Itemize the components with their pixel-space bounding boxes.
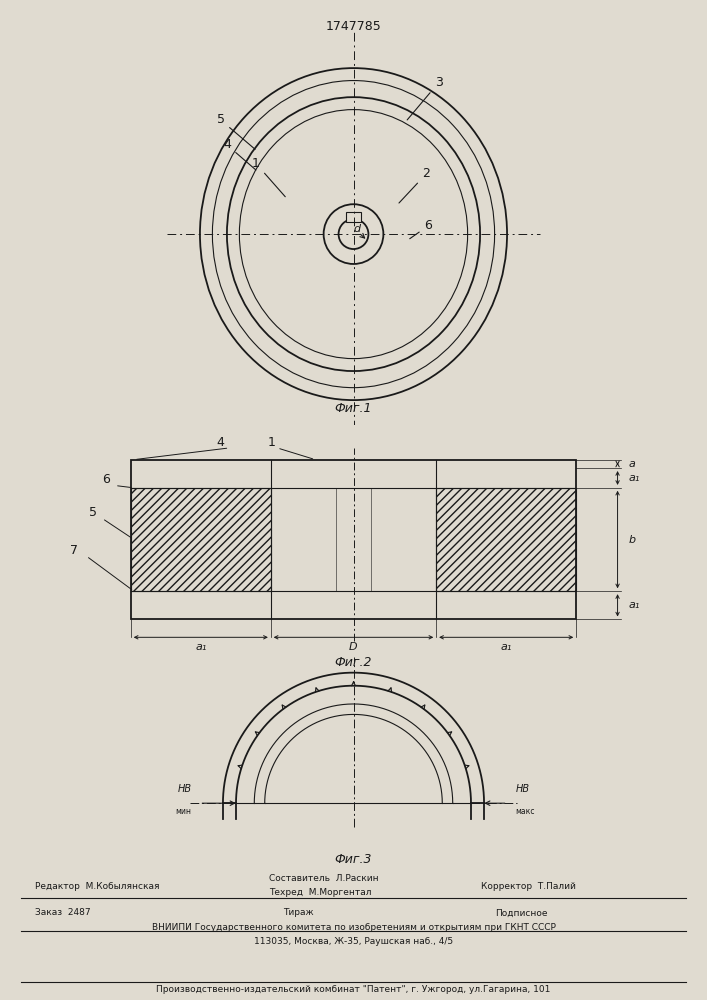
Text: 5: 5	[217, 113, 255, 149]
Bar	[436, 488, 576, 591]
Text: 113035, Москва, Ж-35, Раушская наб., 4/5: 113035, Москва, Ж-35, Раушская наб., 4/5	[254, 937, 453, 946]
Text: 5: 5	[90, 506, 98, 519]
Text: Фиг.3: Фиг.3	[334, 853, 373, 866]
Text: НВ: НВ	[515, 784, 530, 794]
Text: a: a	[629, 459, 636, 469]
Text: d: d	[354, 224, 361, 234]
Text: Тираж: Тираж	[283, 908, 313, 917]
Text: макс: макс	[515, 807, 535, 816]
Text: a₁: a₁	[629, 600, 641, 610]
Text: 6: 6	[410, 219, 432, 239]
Bar	[336, 488, 371, 591]
Text: Фиг.1: Фиг.1	[334, 402, 373, 415]
Text: a₁: a₁	[501, 642, 512, 652]
Text: 1747785: 1747785	[326, 20, 381, 33]
Text: a₁: a₁	[629, 473, 641, 483]
Bar	[131, 460, 576, 619]
Text: 4: 4	[223, 138, 256, 170]
Bar	[131, 488, 271, 591]
Bar	[346, 212, 361, 222]
Text: Корректор  Т.Палий: Корректор Т.Палий	[481, 882, 575, 891]
Text: Составитель  Л.Раскин: Составитель Л.Раскин	[269, 874, 378, 883]
Text: a₁: a₁	[195, 642, 206, 652]
Text: 7: 7	[71, 544, 78, 557]
Text: Производственно-издательский комбинат "Патент", г. Ужгород, ул.Гагарина, 101: Производственно-издательский комбинат "П…	[156, 985, 551, 994]
Circle shape	[339, 219, 368, 249]
Text: мин: мин	[175, 807, 192, 816]
Text: Фиг.2: Фиг.2	[334, 656, 373, 669]
Text: D: D	[349, 642, 358, 652]
Text: 1: 1	[268, 436, 276, 449]
Text: Подписное: Подписное	[495, 908, 547, 917]
Text: Техред  М.Моргентал: Техред М.Моргентал	[269, 888, 371, 897]
Text: 1: 1	[252, 157, 285, 197]
Text: 6: 6	[103, 473, 110, 486]
Text: НВ: НВ	[177, 784, 192, 794]
Text: 3: 3	[407, 76, 443, 120]
Text: b: b	[629, 535, 636, 545]
Text: Редактор  М.Кобылянская: Редактор М.Кобылянская	[35, 882, 160, 891]
Text: 2: 2	[399, 167, 430, 203]
Text: 4: 4	[217, 436, 225, 449]
Text: Заказ  2487: Заказ 2487	[35, 908, 91, 917]
Text: ВНИИПИ Государственного комитета по изобретениям и открытиям при ГКНТ СССР: ВНИИПИ Государственного комитета по изоб…	[151, 923, 556, 932]
